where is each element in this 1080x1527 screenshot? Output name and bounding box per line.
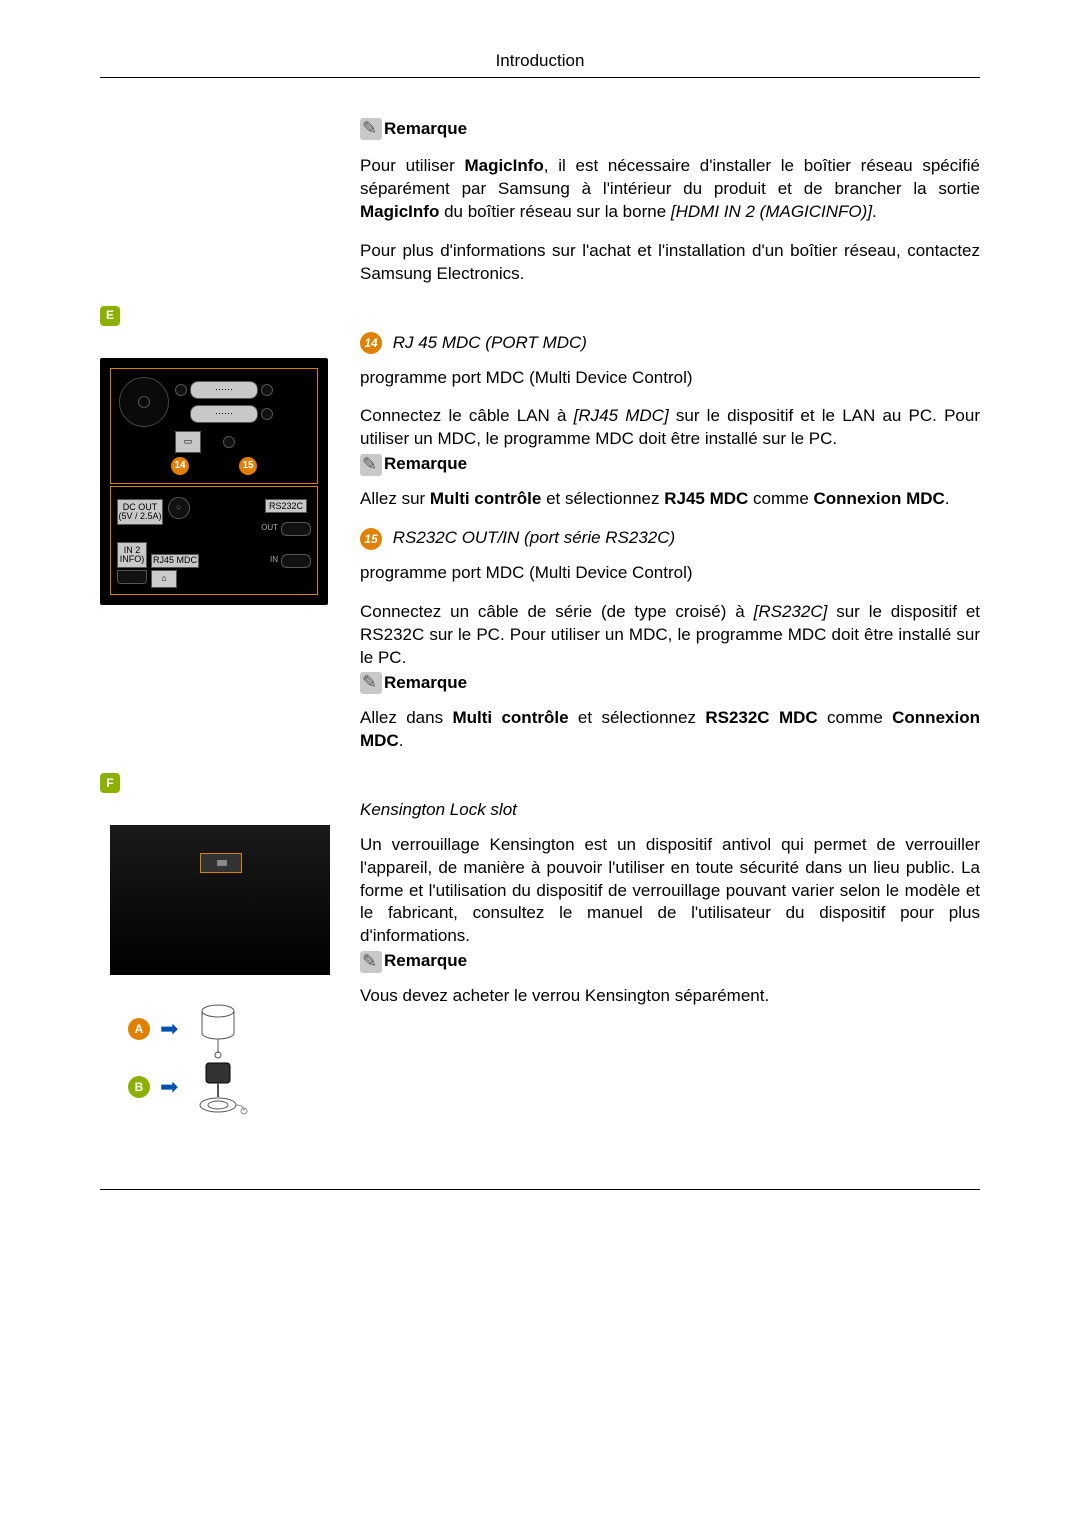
text-bold: Connexion MDC: [814, 489, 945, 508]
magicinfo-para2: Pour plus d'informations sur l'achat et …: [360, 240, 980, 286]
text-bold: RS232C MDC: [705, 708, 817, 727]
section-15-title: 15 RS232C OUT/IN (port série RS232C): [360, 527, 980, 550]
text-bold: RJ45 MDC: [664, 489, 748, 508]
label-rs232: RS232C: [265, 499, 307, 513]
note-icon: [360, 672, 382, 694]
label-in2: IN 2 INFO): [117, 542, 147, 568]
note-icon: [360, 951, 382, 973]
arrow-icon: ➡: [160, 1014, 178, 1044]
note-label: Remarque: [384, 673, 467, 692]
note-heading-15: Remarque: [360, 672, 980, 695]
bullet-15: 15: [360, 528, 382, 550]
text: .: [399, 731, 404, 750]
footer-rule: [100, 1189, 980, 1190]
panel-num-15: 15: [239, 457, 257, 475]
panel-num-14: 14: [171, 457, 189, 475]
s15-para1: programme port MDC (Multi Device Control…: [360, 562, 980, 585]
label-rj45: RJ45 MDC: [151, 554, 199, 568]
note-heading-14: Remarque: [360, 453, 980, 476]
lock-insert-icon: [188, 1057, 248, 1117]
note-heading: Remarque: [360, 118, 980, 141]
text: Connectez le câble LAN à: [360, 406, 574, 425]
text: .: [945, 489, 950, 508]
text-italic: [HDMI IN 2 (MAGICINFO)]: [671, 202, 872, 221]
arrow-icon: ➡: [160, 1072, 178, 1102]
diagram-label-b: B: [128, 1076, 150, 1098]
kensington-para2: Vous devez acheter le verrou Kensington …: [360, 985, 980, 1008]
text: et sélectionnez: [541, 489, 664, 508]
text-bold: MagicInfo: [464, 156, 543, 175]
text: comme: [818, 708, 892, 727]
page-header: Introduction: [100, 50, 980, 73]
text: Connectez un câble de série (de type cro…: [360, 602, 754, 621]
note-icon: [360, 118, 382, 140]
panel-e-bottom: DC OUT (5V / 2.5A) ○ RS232C OUT IN 2 INF…: [110, 486, 318, 595]
text: comme: [748, 489, 813, 508]
text-italic: [RJ45 MDC]: [574, 406, 669, 425]
text: Allez sur: [360, 489, 430, 508]
note-heading-k: Remarque: [360, 950, 980, 973]
s14-para2: Connectez le câble LAN à [RJ45 MDC] sur …: [360, 405, 980, 451]
text-bold: MagicInfo: [360, 202, 439, 221]
note-label: Remarque: [384, 119, 467, 138]
s14-para3: Allez sur Multi contrôle et sélectionnez…: [360, 488, 980, 511]
text-bold: Multi contrôle: [452, 708, 568, 727]
note-label: Remarque: [384, 951, 467, 970]
note-icon: [360, 454, 382, 476]
port-panel-e: ⋯⋯ ⋯⋯ ▭: [100, 358, 328, 605]
kensington-para1: Un verrouillage Kensington est un dispos…: [360, 834, 980, 949]
text: et sélectionnez: [569, 708, 706, 727]
section-panel-f: F A ➡ B ➡: [100, 799, 980, 1129]
title-text: RJ 45 MDC (PORT MDC): [388, 333, 587, 352]
kensington-slot-highlight: [200, 853, 242, 873]
s15-para2: Connectez un câble de série (de type cro…: [360, 601, 980, 670]
panel-letter-e: E: [100, 306, 120, 326]
s15-para3: Allez dans Multi contrôle et sélectionne…: [360, 707, 980, 753]
diagram-label-a: A: [128, 1018, 150, 1040]
panel-letter-f: F: [100, 773, 120, 793]
label-dcout: DC OUT (5V / 2.5A): [117, 499, 163, 525]
lock-cylinder-icon: [188, 999, 248, 1059]
header-rule: [100, 77, 980, 78]
title-text: RS232C OUT/IN (port série RS232C): [388, 528, 675, 547]
text: .: [872, 202, 877, 221]
kensington-photo: [110, 825, 330, 975]
text: Pour utiliser: [360, 156, 464, 175]
section-14-title: 14 RJ 45 MDC (PORT MDC): [360, 332, 980, 355]
text: du boîtier réseau sur la borne: [439, 202, 671, 221]
text-italic: [RS232C]: [754, 602, 828, 621]
text: Allez dans: [360, 708, 452, 727]
bullet-14: 14: [360, 332, 382, 354]
section-magicinfo: Remarque Pour utiliser MagicInfo, il est…: [100, 118, 980, 302]
s14-para1: programme port MDC (Multi Device Control…: [360, 367, 980, 390]
label-out: OUT: [261, 523, 278, 534]
kensington-title: Kensington Lock slot: [360, 799, 980, 822]
kensington-diagram: A ➡ B ➡: [110, 979, 330, 1129]
panel-e-top: ⋯⋯ ⋯⋯ ▭: [110, 368, 318, 484]
section-panel-e: E ⋯⋯ ⋯⋯: [100, 332, 980, 769]
magicinfo-para1: Pour utiliser MagicInfo, il est nécessai…: [360, 155, 980, 224]
label-in: IN: [270, 555, 278, 566]
note-label: Remarque: [384, 454, 467, 473]
text-bold: Multi contrôle: [430, 489, 541, 508]
